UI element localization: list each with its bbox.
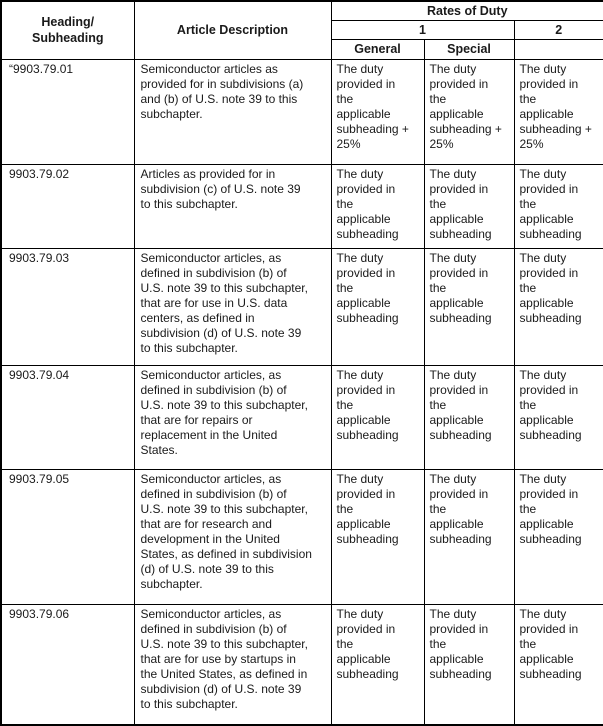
table-row-9903-79-03: 9903.79.03 Semiconductor articles, as de… [0, 247, 603, 366]
heading-number-cell: “9903.79.01 [0, 58, 135, 165]
col-header-article-description: Article Description [133, 0, 332, 60]
duty-special-cell: The duty provided in the applicable subh… [423, 58, 515, 165]
duty-general-cell: The duty provided in the applicable subh… [330, 58, 425, 165]
duty-2-cell: The duty provided in the applicable subh… [513, 468, 603, 605]
table-header: Heading/ Subheading Article Description … [0, 0, 603, 60]
heading-number-cell: 9903.79.06 [0, 603, 135, 726]
article-description-cell: Semiconductor articles, as defined in su… [133, 603, 332, 726]
table-body: “9903.79.01 Semiconductor articles as pr… [0, 58, 603, 726]
col-header-rate-1: 1 [330, 19, 515, 40]
duty-general-cell: The duty provided in the applicable subh… [330, 163, 425, 249]
article-description-cell: Semiconductor articles, as defined in su… [133, 468, 332, 605]
duty-special-cell: The duty provided in the applicable subh… [423, 603, 515, 726]
header-row-rates: Heading/ Subheading Article Description … [0, 0, 603, 60]
duty-2-cell: The duty provided in the applicable subh… [513, 247, 603, 366]
duty-special-cell: The duty provided in the applicable subh… [423, 247, 515, 366]
table-row-9903-79-02: 9903.79.02 Articles as provided for in s… [0, 163, 603, 249]
duty-general-cell: The duty provided in the applicable subh… [330, 364, 425, 470]
article-description-cell: Articles as provided for in subdivision … [133, 163, 332, 249]
heading-number-cell: 9903.79.03 [0, 247, 135, 366]
heading-number-cell: 9903.79.05 [0, 468, 135, 605]
duty-general-cell: The duty provided in the applicable subh… [330, 247, 425, 366]
heading-number-cell: 9903.79.04 [0, 364, 135, 470]
duty-2-cell: The duty provided in the applicable subh… [513, 58, 603, 165]
duty-special-cell: The duty provided in the applicable subh… [423, 364, 515, 470]
col-header-general: General [330, 38, 425, 60]
table-row-9903-79-05: 9903.79.05 Semiconductor articles, as de… [0, 468, 603, 605]
col-header-rate-2-blank [513, 38, 603, 60]
duty-general-cell: The duty provided in the applicable subh… [330, 468, 425, 605]
table-row-9903-79-06: 9903.79.06 Semiconductor articles, as de… [0, 603, 603, 726]
duty-2-cell: The duty provided in the applicable subh… [513, 364, 603, 470]
header-row-general-special: General Special [1, 38, 603, 60]
duty-2-cell: The duty provided in the applicable subh… [513, 603, 603, 726]
heading-number-cell: 9903.79.02 [0, 163, 135, 249]
table-row-9903-79-04: 9903.79.04 Semiconductor articles, as de… [0, 364, 603, 470]
duty-general-cell: The duty provided in the applicable subh… [330, 603, 425, 726]
col-header-special: Special [423, 38, 515, 60]
table-row-9903-79-01: “9903.79.01 Semiconductor articles as pr… [0, 58, 603, 165]
duty-2-cell: The duty provided in the applicable subh… [513, 163, 603, 249]
article-description-cell: Semiconductor articles, as defined in su… [133, 364, 332, 470]
duty-special-cell: The duty provided in the applicable subh… [423, 468, 515, 605]
article-description-cell: Semiconductor articles as provided for i… [133, 58, 332, 165]
col-header-rate-2: 2 [513, 19, 603, 40]
article-description-cell: Semiconductor articles, as defined in su… [133, 247, 332, 366]
duty-special-cell: The duty provided in the applicable subh… [423, 163, 515, 249]
col-header-heading-subheading: Heading/ Subheading [0, 0, 135, 60]
col-header-rates-of-duty: Rates of Duty [330, 0, 603, 21]
